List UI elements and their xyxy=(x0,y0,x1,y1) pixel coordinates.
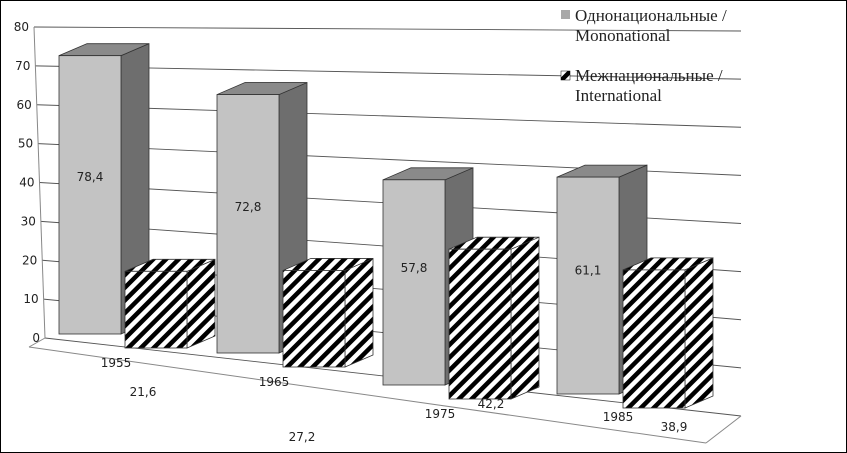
data-label-international: 42,2 xyxy=(478,397,505,411)
legend-label: Однонациональные / xyxy=(575,6,727,25)
bar-international xyxy=(124,258,216,349)
y-tick-label: 40 xyxy=(19,176,34,190)
gridline xyxy=(36,104,742,128)
y-tick-label: 10 xyxy=(23,292,38,306)
bar-international xyxy=(282,257,374,368)
legend-label: Межнациональные / xyxy=(575,66,723,85)
data-label-mononational: 78,4 xyxy=(77,170,104,184)
legend-swatch-mononational xyxy=(561,10,570,19)
legend-swatch-international xyxy=(560,70,571,81)
x-category-label: 1985 xyxy=(603,410,634,424)
data-label-international: 38,9 xyxy=(661,420,688,434)
data-label-mononational: 61,1 xyxy=(575,264,602,278)
y-tick-label: 20 xyxy=(22,253,37,267)
floor-edge xyxy=(705,415,742,444)
data-label-mononational: 57,8 xyxy=(401,261,428,275)
gridline xyxy=(33,26,742,32)
y-tick-label: 70 xyxy=(15,59,30,73)
data-label-mononational: 72,8 xyxy=(235,200,262,214)
y-tick-label: 60 xyxy=(16,98,31,112)
bar-international xyxy=(448,236,540,400)
floor-edge xyxy=(28,346,707,444)
data-label-international: 21,6 xyxy=(130,385,157,399)
x-category-label: 1955 xyxy=(101,356,132,370)
y-tick-label: 80 xyxy=(14,20,29,34)
floor-edge xyxy=(28,337,46,348)
legend-label: Mononational xyxy=(575,26,671,45)
legend-label: International xyxy=(575,86,662,105)
y-tick-label: 30 xyxy=(21,214,36,228)
x-category-label: 1965 xyxy=(259,375,290,389)
y-tick-label: 50 xyxy=(18,137,33,151)
bar-mononational xyxy=(216,81,308,354)
data-label-international: 27,2 xyxy=(289,430,316,444)
bar-international xyxy=(622,257,714,409)
x-category-label: 1975 xyxy=(425,407,456,421)
y-axis-line xyxy=(33,26,46,339)
y-tick-label: 0 xyxy=(32,331,40,345)
bar-mononational xyxy=(58,43,150,335)
gridline xyxy=(35,65,742,80)
